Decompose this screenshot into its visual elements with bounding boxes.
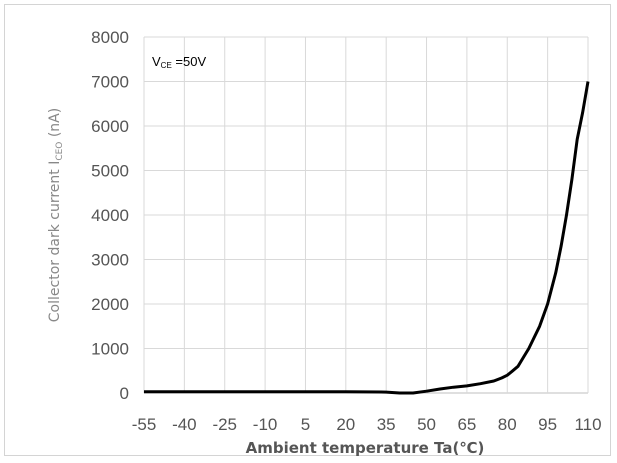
y-tick-label: 1000 (91, 340, 129, 359)
x-tick-label: -55 (132, 415, 157, 434)
y-axis-label-unit: (nA) (47, 108, 63, 142)
y-tick-label: 5000 (91, 162, 129, 181)
annotation-sub: CE (161, 61, 172, 70)
x-tick-label: 110 (574, 415, 601, 434)
annotation-rest: =50V (172, 54, 207, 69)
series-line (144, 82, 588, 394)
y-tick-label: 3000 (91, 251, 129, 270)
y-tick-label: 2000 (91, 295, 129, 314)
x-tick-label: 50 (417, 415, 436, 434)
x-tick-label: -25 (212, 415, 237, 434)
x-tick-label: 35 (377, 415, 396, 434)
x-tick-label: -40 (172, 415, 197, 434)
y-tick-label: 8000 (91, 28, 129, 47)
y-axis-ticks: 0 1000 2000 3000 4000 5000 6000 7000 8000 (91, 28, 129, 403)
y-tick-label: 0 (120, 384, 129, 403)
x-tick-label: 80 (498, 415, 517, 434)
x-axis-label: Ambient temperature Ta(℃) (246, 439, 485, 457)
annotation: VCE =50V (152, 54, 206, 70)
series-group (144, 82, 588, 394)
y-tick-label: 6000 (91, 117, 129, 136)
x-tick-label: 95 (538, 415, 557, 434)
x-tick-label: 20 (336, 415, 355, 434)
x-axis-ticks: -55 -40 -25 -10 5 20 35 50 65 80 95 110 (132, 415, 602, 434)
y-axis-label: Collector dark current ICEO (nA) (47, 108, 65, 322)
y-tick-label: 7000 (91, 73, 129, 92)
grid (144, 37, 588, 393)
x-tick-label: 65 (457, 415, 476, 434)
annotation-main: V (152, 54, 161, 69)
y-axis-label-main: Collector dark current I (47, 161, 63, 323)
y-tick-label: 4000 (91, 206, 129, 225)
y-axis-label-sub: CEO (55, 142, 65, 161)
x-tick-label: -10 (253, 415, 278, 434)
x-tick-label: 5 (301, 415, 310, 434)
